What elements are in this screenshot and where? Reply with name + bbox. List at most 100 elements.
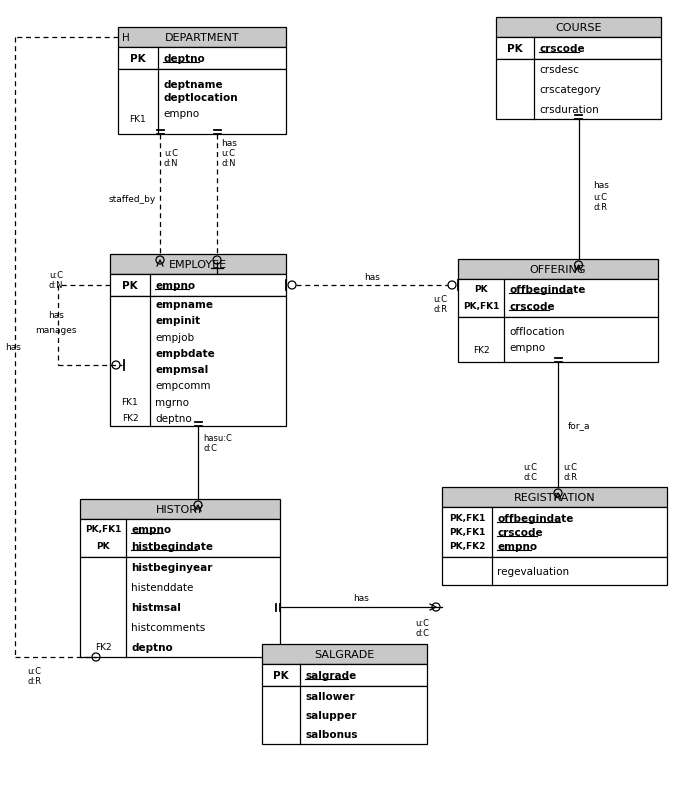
Text: REGISTRATION: REGISTRATION [513, 492, 595, 502]
Text: empcomm: empcomm [155, 381, 210, 391]
FancyBboxPatch shape [458, 260, 658, 280]
Text: empmsal: empmsal [155, 365, 208, 375]
Text: d:N: d:N [164, 158, 179, 168]
Text: d:C: d:C [415, 629, 429, 638]
FancyBboxPatch shape [80, 557, 280, 657]
Text: has: has [353, 593, 369, 603]
FancyBboxPatch shape [262, 664, 427, 687]
Text: u:C: u:C [563, 463, 577, 472]
Text: PK: PK [130, 54, 146, 64]
Text: has: has [593, 180, 609, 189]
Text: FK2: FK2 [95, 642, 111, 652]
Text: d:R: d:R [563, 473, 577, 482]
FancyBboxPatch shape [442, 508, 667, 557]
Text: salbonus: salbonus [305, 730, 357, 739]
Text: histbeginyear: histbeginyear [131, 562, 213, 573]
FancyBboxPatch shape [110, 255, 286, 274]
Text: has: has [48, 311, 64, 320]
Text: FK2: FK2 [473, 346, 489, 355]
Text: has: has [364, 273, 380, 282]
Text: u:C: u:C [27, 666, 41, 675]
Text: deptno: deptno [163, 54, 205, 64]
FancyBboxPatch shape [496, 38, 661, 60]
Text: hasu:C: hasu:C [203, 434, 232, 443]
Text: PK: PK [474, 286, 488, 294]
Text: PK: PK [96, 542, 110, 551]
Text: FK2: FK2 [121, 414, 138, 423]
FancyBboxPatch shape [496, 18, 661, 38]
Text: salupper: salupper [305, 710, 357, 720]
Text: H: H [122, 33, 130, 43]
Text: d:R: d:R [593, 203, 607, 213]
Text: PK,FK1: PK,FK1 [448, 528, 485, 537]
Text: empjob: empjob [155, 332, 194, 342]
Text: empno: empno [155, 281, 195, 290]
Text: empno: empno [131, 525, 171, 534]
Text: u:C: u:C [593, 193, 607, 202]
Text: manages: manages [35, 326, 77, 335]
Text: u:C: u:C [433, 295, 447, 304]
FancyBboxPatch shape [262, 687, 427, 744]
Text: empinit: empinit [155, 316, 200, 326]
Text: u:C: u:C [523, 463, 537, 472]
Text: deptno: deptno [131, 642, 172, 652]
Text: EMPLOYEE: EMPLOYEE [169, 260, 227, 269]
Text: sallower: sallower [305, 691, 355, 701]
Text: PK: PK [507, 44, 523, 54]
Text: u:C: u:C [415, 618, 429, 628]
Text: d:R: d:R [27, 677, 41, 686]
FancyBboxPatch shape [80, 520, 280, 557]
Text: histmsal: histmsal [131, 602, 181, 612]
Text: has: has [5, 343, 21, 352]
Text: d:N: d:N [49, 282, 63, 290]
Text: staffed_by: staffed_by [108, 195, 156, 205]
Text: empbdate: empbdate [155, 348, 215, 358]
FancyBboxPatch shape [496, 60, 661, 119]
Text: PK,FK1: PK,FK1 [448, 514, 485, 523]
Text: PK,FK2: PK,FK2 [448, 542, 485, 551]
Text: deptno: deptno [155, 413, 192, 423]
Text: d:R: d:R [433, 305, 447, 314]
Text: empno: empno [509, 342, 545, 353]
Text: DEPARTMENT: DEPARTMENT [165, 33, 239, 43]
Text: crscategory: crscategory [539, 85, 601, 95]
Text: PK,FK1: PK,FK1 [85, 525, 121, 534]
Text: PK: PK [273, 670, 289, 680]
Text: d:C: d:C [523, 473, 537, 482]
Text: empname: empname [155, 300, 213, 310]
Text: crscode: crscode [539, 44, 584, 54]
Text: d:N: d:N [221, 158, 235, 168]
FancyBboxPatch shape [262, 644, 427, 664]
Text: COURSE: COURSE [555, 23, 602, 33]
FancyBboxPatch shape [80, 500, 280, 520]
Text: FK1: FK1 [130, 115, 146, 124]
Text: regevaluation: regevaluation [497, 566, 569, 577]
Text: crscode: crscode [497, 528, 542, 537]
Text: deptlocation: deptlocation [163, 93, 237, 103]
Text: offbegindate: offbegindate [509, 285, 585, 294]
Text: HISTORY: HISTORY [156, 504, 204, 514]
Text: has: has [221, 138, 237, 148]
Text: histbegindate: histbegindate [131, 541, 213, 551]
Text: crsdesc: crsdesc [539, 65, 579, 75]
Text: d:C: d:C [203, 444, 217, 453]
FancyBboxPatch shape [458, 280, 658, 318]
FancyBboxPatch shape [118, 48, 286, 70]
Text: offbegindate: offbegindate [497, 513, 573, 524]
Text: FK1: FK1 [121, 398, 139, 407]
FancyBboxPatch shape [110, 297, 286, 427]
Text: u:C: u:C [49, 271, 63, 280]
FancyBboxPatch shape [118, 70, 286, 135]
FancyBboxPatch shape [118, 28, 286, 48]
Text: PK,FK1: PK,FK1 [463, 302, 499, 311]
Text: u:C: u:C [164, 148, 178, 157]
Text: histenddate: histenddate [131, 582, 193, 592]
Text: offlocation: offlocation [509, 326, 564, 337]
Text: crscode: crscode [509, 302, 555, 312]
FancyBboxPatch shape [458, 318, 658, 363]
Text: empno: empno [497, 541, 537, 551]
Text: SALGRADE: SALGRADE [315, 649, 375, 659]
Text: mgrno: mgrno [155, 397, 189, 407]
Text: OFFERING: OFFERING [530, 265, 586, 274]
Text: crsduration: crsduration [539, 105, 599, 115]
